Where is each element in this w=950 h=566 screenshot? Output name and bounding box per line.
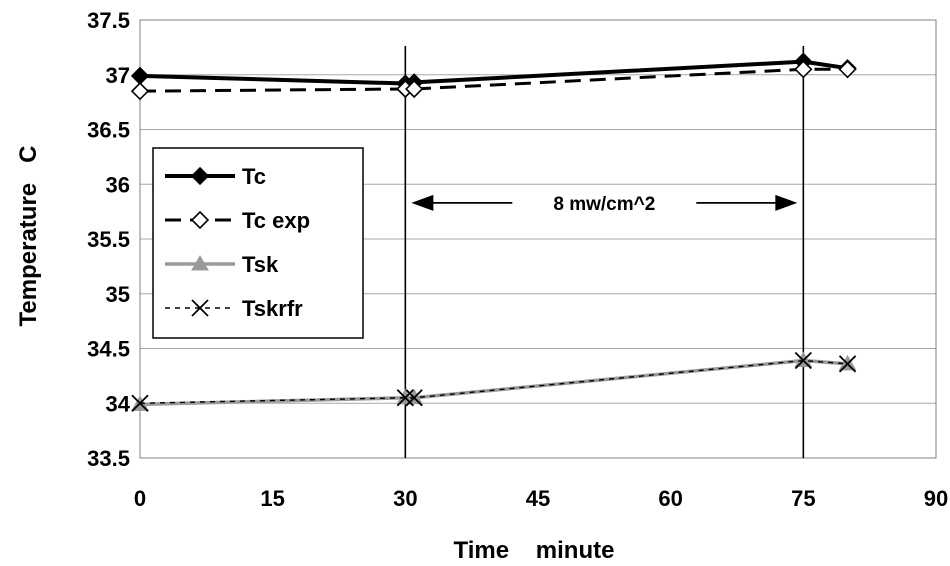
x-tick-label-75: 75: [791, 486, 815, 511]
point-tskrfr-4: [838, 355, 857, 373]
y-axis-title: Temperature C: [15, 146, 42, 327]
legend-label-tc: Tc: [242, 164, 266, 189]
point-tc-exp-0: [130, 82, 150, 101]
legend-entry-tc-exp: Tc exp: [165, 208, 310, 233]
point-tc-exp-2: [405, 79, 424, 99]
annotation-0: 8 mw/cm^2: [411, 194, 798, 215]
x-tick-labels: 0 15 30 45 60 75 90: [134, 486, 948, 511]
legend-entry-tsk: Tsk: [165, 252, 279, 277]
line-tskrfr: [139, 359, 848, 404]
point-tskrfr-1: [396, 389, 414, 407]
x-tick-label-90: 90: [924, 486, 948, 511]
x-tick-label-0: 0: [134, 486, 146, 511]
y-tick-label-34: 34: [106, 391, 131, 416]
point-tskrfr-0: [131, 394, 149, 412]
line-tc-exp: [139, 67, 848, 93]
legend-box: [152, 147, 364, 339]
y-tick-label-36-5: 36.5: [87, 118, 130, 143]
y-tick-label-35-5: 35.5: [87, 227, 130, 252]
legend-swatch-marker-tc-exp: [190, 210, 210, 230]
legend-entry-tc: Tc: [165, 164, 266, 189]
legend: Tc Tc exp Tsk Tskrfr: [152, 147, 364, 339]
annotation-arrowhead-left: [411, 194, 434, 211]
x-tick-label-45: 45: [526, 486, 550, 511]
point-tskrfr-3: [794, 351, 812, 370]
legend-swatch-marker-tskrfr: [191, 299, 209, 317]
plot-area-frame: [139, 19, 937, 459]
point-tc-exp-4: [838, 60, 857, 79]
vertical-markers: [404, 46, 805, 458]
point-tc-0: [130, 66, 150, 85]
point-tc-exp-3: [794, 60, 813, 79]
point-tskrfr-2: [405, 389, 423, 407]
series-tskrfr: [131, 351, 857, 412]
series-tc-exp: [130, 60, 857, 101]
y-tick-label-34-5: 34.5: [87, 337, 130, 362]
y-tick-labels: 33.5 34 34.5 35 35.5 36 36.5 37 37.5: [87, 8, 131, 471]
x-axis-title: Time minute: [454, 537, 615, 564]
legend-swatch-marker-tc: [190, 166, 210, 186]
x-tick-label-30: 30: [393, 486, 417, 511]
annotation-arrowhead-right: [775, 194, 798, 211]
legend-swatch-marker-tsk: [191, 254, 209, 271]
x-tick-label-60: 60: [658, 486, 682, 511]
y-tick-label-36: 36: [106, 172, 130, 197]
y-tick-label-37-5: 37.5: [87, 8, 130, 33]
legend-label-tc-exp: Tc exp: [242, 208, 310, 233]
legend-entry-tskrfr: Tskrfr: [165, 296, 303, 321]
series-group: [130, 52, 857, 412]
legend-label-tsk: Tsk: [242, 252, 279, 277]
y-tick-label-33-5: 33.5: [87, 446, 130, 471]
y-tick-label-35: 35: [106, 282, 130, 307]
annotation-group: 8 mw/cm^2: [411, 194, 798, 215]
legend-label-tskrfr: Tskrfr: [242, 296, 303, 321]
annotation-label: 8 mw/cm^2: [553, 194, 655, 215]
y-tick-label-37: 37: [106, 63, 130, 88]
x-tick-label-15: 15: [260, 486, 284, 511]
